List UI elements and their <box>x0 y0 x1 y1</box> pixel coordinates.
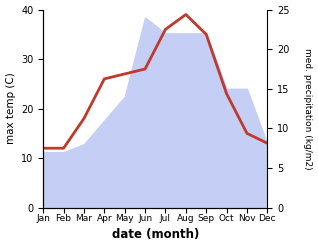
X-axis label: date (month): date (month) <box>112 228 199 242</box>
Y-axis label: med. precipitation (kg/m2): med. precipitation (kg/m2) <box>303 48 313 169</box>
Y-axis label: max temp (C): max temp (C) <box>5 73 16 144</box>
